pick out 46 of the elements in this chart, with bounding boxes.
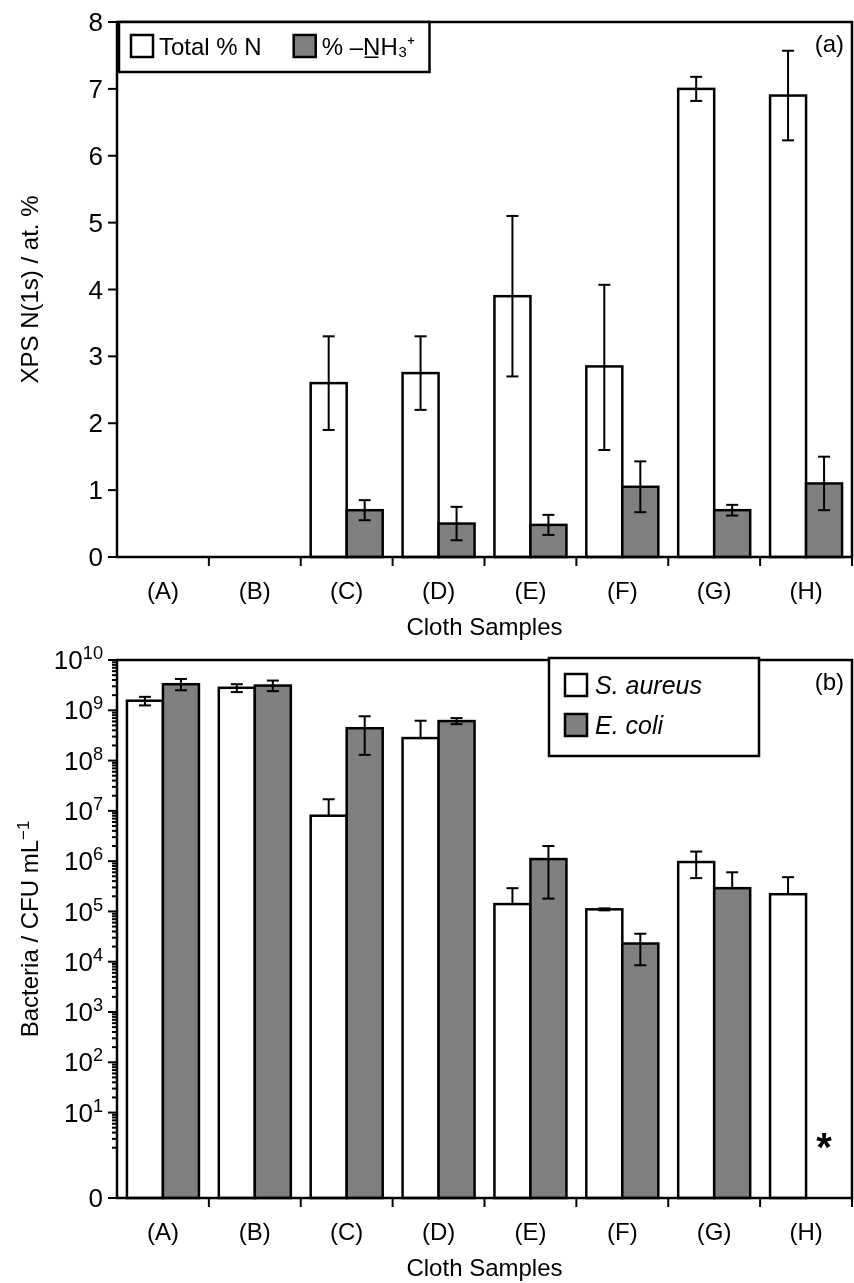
- y-tick-label: 10$^{10}$: [53, 643, 103, 676]
- x-tick-label: (H): [789, 1218, 823, 1245]
- y-tick-label: 7: [88, 73, 103, 104]
- x-tick-label: (C): [330, 1218, 364, 1245]
- y-tick-label: 10$^{5}$: [63, 894, 103, 927]
- x-tick-label: (B): [238, 1218, 271, 1245]
- legend-label: S. aureus: [595, 671, 703, 699]
- y-tick-label: 8: [88, 7, 103, 38]
- y-tick-label: 10$^{4}$: [63, 944, 103, 977]
- y-tick-label: 1: [88, 475, 103, 506]
- x-tick-label: (D): [421, 577, 456, 604]
- y-tick-label: 10$^{7}$: [63, 793, 103, 826]
- x-tick-label: (C): [330, 577, 364, 604]
- y-tick-label: 10$^{1}$: [63, 1095, 103, 1128]
- x-tick-label: (A): [146, 1218, 179, 1245]
- x-tick-label: (B): [238, 577, 271, 604]
- x-tick-label: (D): [421, 1218, 456, 1245]
- legend-label: Total % N: [159, 33, 262, 60]
- y-tick-label: 2: [88, 408, 103, 439]
- y-tick-label: 10$^{3}$: [63, 995, 103, 1028]
- x-axis-title: Cloth Samples: [406, 1254, 563, 1281]
- y-tick-label: 10$^{9}$: [63, 693, 103, 726]
- y-tick-label: 10$^{6}$: [63, 844, 103, 877]
- y-tick-label: 4: [88, 274, 103, 305]
- annotation: *: [816, 1124, 833, 1169]
- legend-label: % –N̲H₃⁺: [321, 33, 416, 60]
- x-tick-label: (G): [696, 577, 732, 604]
- y-tick-label: 10$^{8}$: [63, 743, 103, 776]
- x-tick-label: (G): [696, 1218, 732, 1245]
- x-tick-label: (E): [514, 577, 547, 604]
- x-tick-label: (F): [606, 1218, 638, 1245]
- x-tick-label: (A): [146, 577, 179, 604]
- y-tick-label: 3: [88, 341, 103, 372]
- x-axis-title: Cloth Samples: [406, 613, 563, 640]
- legend-label: E. coli: [595, 711, 665, 739]
- y-tick-label: 10$^{2}$: [63, 1045, 103, 1078]
- y-tick-label: 6: [88, 140, 103, 171]
- y-tick-label: 0: [88, 1183, 103, 1214]
- y-axis-title: XPS N(1s) / at. %: [16, 195, 43, 384]
- x-tick-label: (H): [789, 577, 823, 604]
- annotation: (b): [814, 668, 844, 695]
- y-tick-label: 5: [88, 207, 103, 238]
- annotation: (a): [814, 30, 844, 57]
- x-tick-label: (E): [514, 1218, 547, 1245]
- x-tick-label: (F): [606, 577, 638, 604]
- y-tick-label: 0: [88, 542, 103, 573]
